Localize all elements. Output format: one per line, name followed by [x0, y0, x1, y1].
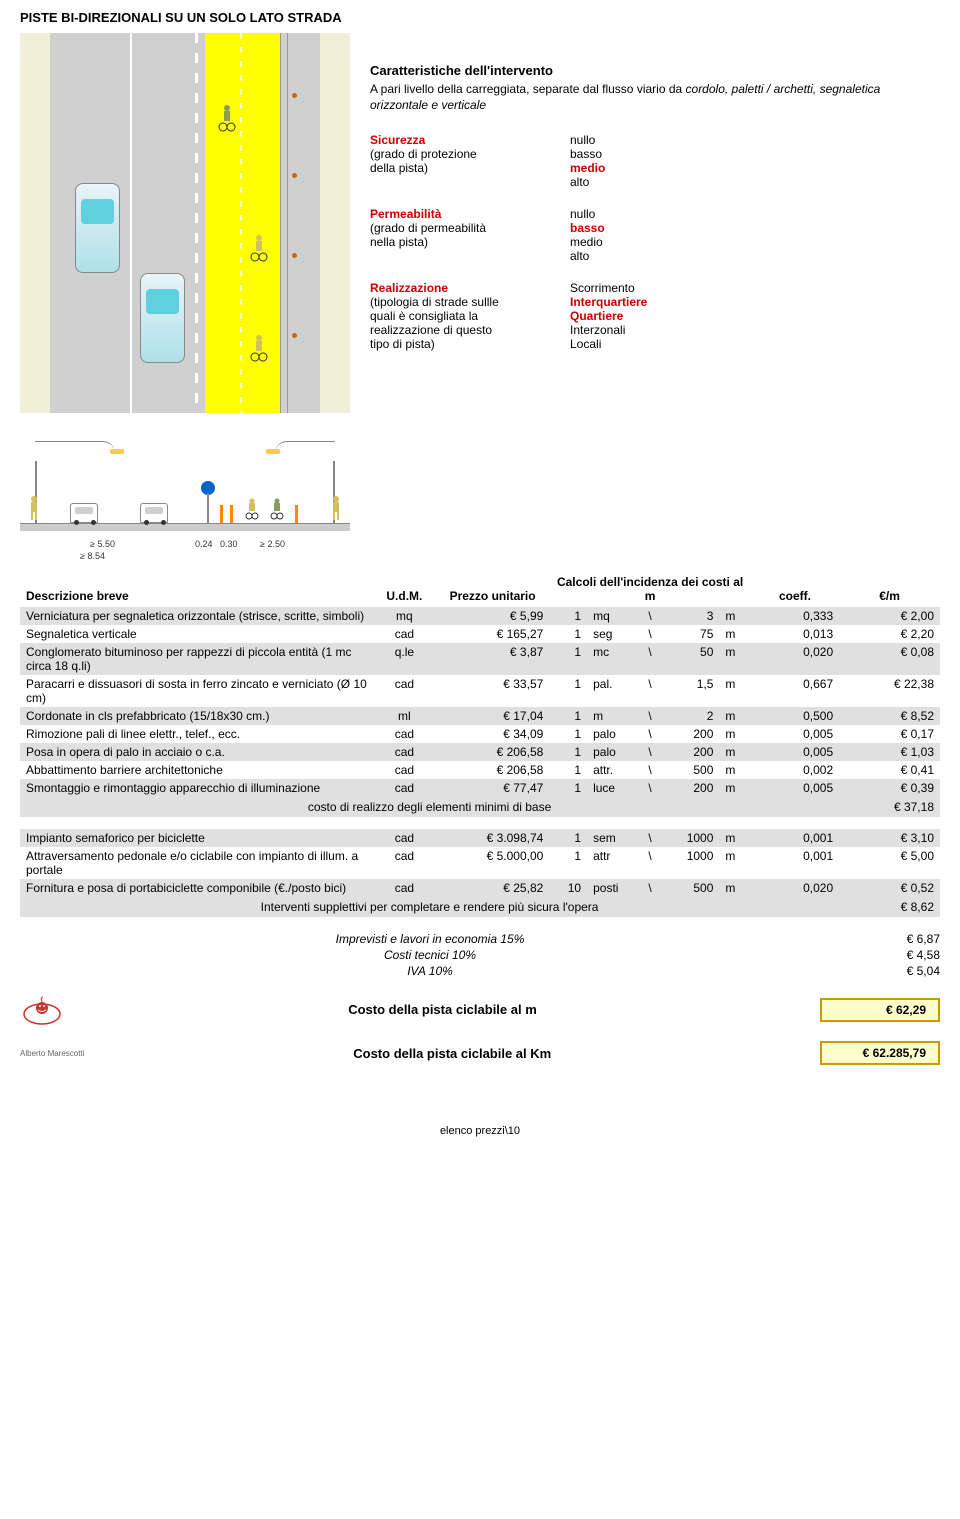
- option-item: alto: [570, 175, 690, 189]
- option-item: basso: [570, 221, 690, 235]
- author-name: Alberto Marescotti: [20, 1049, 84, 1058]
- table-row: Fornitura e posa di portabiciclette comp…: [20, 879, 940, 897]
- option-item: Locali: [570, 337, 690, 351]
- option-item: Scorrimento: [570, 281, 690, 295]
- realizzazione-block: Realizzazione (tipologia di strade sulll…: [370, 281, 940, 351]
- th-eurm: €/m: [839, 571, 940, 607]
- option-item: Interzonali: [570, 323, 690, 337]
- table-row: Rimozione pali di linee elettr., telef.,…: [20, 725, 940, 743]
- th-desc: Descrizione breve: [20, 571, 373, 607]
- diagram-column: ≥ 5.50 0.24 0.30 ≥ 2.50 ≥ 8.54: [20, 33, 350, 561]
- table-row: Cordonate in cls prefabbricato (15/18x30…: [20, 707, 940, 725]
- permeabilita-block: Permeabilità (grado di permeabilità nell…: [370, 207, 940, 263]
- table-row: Verniciatura per segnaletica orizzontale…: [20, 607, 940, 625]
- page-footer: elenco prezzi\10: [20, 1125, 940, 1137]
- dim-4: ≥ 2.50: [260, 539, 285, 549]
- page-title: PISTE BI-DIREZIONALI SU UN SOLO LATO STR…: [20, 10, 940, 25]
- table-row: Abbattimento barriere architettonichecad…: [20, 761, 940, 779]
- option-item: nullo: [570, 207, 690, 221]
- table-row: Smontaggio e rimontaggio apparecchio di …: [20, 779, 940, 797]
- top-section: ≥ 5.50 0.24 0.30 ≥ 2.50 ≥ 8.54 Caratteri…: [20, 33, 940, 561]
- sicurezza-label: Sicurezza: [370, 133, 570, 147]
- plan-view-diagram: [20, 33, 350, 413]
- option-item: medio: [570, 235, 690, 249]
- subtotal-1: costo di realizzo degli elementi minimi …: [20, 797, 940, 817]
- option-item: Interquartiere: [570, 295, 690, 309]
- intervention-desc: A pari livello della carreggiata, separa…: [370, 82, 940, 113]
- cross-section-diagram: ≥ 5.50 0.24 0.30 ≥ 2.50 ≥ 8.54: [20, 421, 350, 561]
- th-udm: U.d.M.: [373, 571, 436, 607]
- summary-tecnici: Costi tecnici 10% € 4,58: [20, 948, 940, 962]
- th-coeff: coeff.: [751, 571, 839, 607]
- table-row: Impianto semaforico per biciclettecad€ 3…: [20, 829, 940, 847]
- dim-2: 0.24: [195, 539, 213, 549]
- total-per-km: Alberto Marescotti Costo della pista cic…: [20, 1041, 940, 1065]
- table-row: Paracarri e dissuasori di sosta in ferro…: [20, 675, 940, 707]
- realizzazione-label: Realizzazione: [370, 281, 570, 295]
- sicurezza-block: Sicurezza (grado di protezione della pis…: [370, 133, 940, 189]
- logo-icon: [20, 992, 65, 1027]
- table-row: Attraversamento pedonale e/o ciclabile c…: [20, 847, 940, 879]
- cost-table: Descrizione breve U.d.M. Prezzo unitario…: [20, 571, 940, 917]
- dim-total: ≥ 8.54: [80, 551, 105, 561]
- option-item: Quartiere: [570, 309, 690, 323]
- option-item: medio: [570, 161, 690, 175]
- table-row: Segnaletica verticalecad€ 165,271seg\75m…: [20, 625, 940, 643]
- dim-3: 0.30: [220, 539, 238, 549]
- dim-1: ≥ 5.50: [90, 539, 115, 549]
- summary-imprevisti: Imprevisti e lavori in economia 15% € 6,…: [20, 932, 940, 946]
- permeabilita-label: Permeabilità: [370, 207, 570, 221]
- th-calc: Calcoli dell'incidenza dei costi al m: [549, 571, 751, 607]
- option-item: nullo: [570, 133, 690, 147]
- summary-iva: IVA 10% € 5,04: [20, 964, 940, 978]
- summary-block: Imprevisti e lavori in economia 15% € 6,…: [20, 932, 940, 978]
- info-column: Caratteristiche dell'intervento A pari l…: [370, 33, 940, 561]
- subtotal-2: Interventi supplettivi per completare e …: [20, 897, 940, 917]
- intervention-heading: Caratteristiche dell'intervento: [370, 63, 940, 78]
- total-per-m: Costo della pista ciclabile al m € 62,29: [20, 992, 940, 1027]
- option-item: basso: [570, 147, 690, 161]
- table-row: Conglomerato bituminoso per rappezzi di …: [20, 643, 940, 675]
- th-prezzo: Prezzo unitario: [436, 571, 549, 607]
- table-row: Posa in opera di palo in acciaio o c.a.c…: [20, 743, 940, 761]
- option-item: alto: [570, 249, 690, 263]
